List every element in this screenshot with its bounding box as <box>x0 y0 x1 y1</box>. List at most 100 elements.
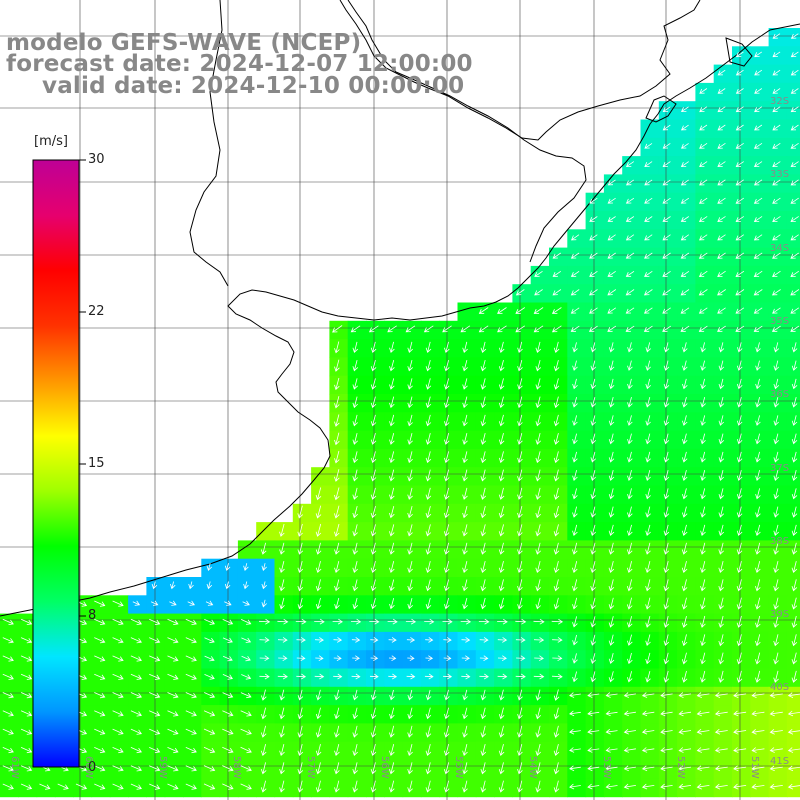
wind-speed-cell <box>439 741 459 761</box>
wind-arrow <box>645 396 651 408</box>
wind-arrow <box>425 341 432 354</box>
wind-arrow <box>553 707 560 720</box>
wind-arrow <box>240 728 252 735</box>
wind-arrow <box>681 579 688 592</box>
wind-speed-cell <box>420 741 440 761</box>
wind-arrow <box>334 487 340 501</box>
wind-speed-cell <box>237 540 257 560</box>
wind-arrow <box>222 710 234 717</box>
wind-arrow <box>261 599 267 608</box>
wind-arrow <box>130 692 142 699</box>
wind-arrow <box>772 179 781 186</box>
wind-arrow <box>352 744 358 757</box>
wind-arrow <box>352 579 358 592</box>
wind-arrow <box>515 325 526 333</box>
wind-speed-cell <box>347 375 367 395</box>
wind-arrow <box>641 747 655 753</box>
wind-arrow <box>315 542 322 555</box>
wind-arrow <box>515 289 525 296</box>
wind-arrow <box>332 325 343 333</box>
wind-speed-cell <box>732 485 751 505</box>
wind-arrow <box>625 234 635 241</box>
wind-speed-cell <box>347 522 367 541</box>
wind-arrow <box>551 307 562 314</box>
wind-arrow <box>736 652 743 665</box>
wind-arrow <box>517 433 523 445</box>
wind-arrow <box>641 728 655 735</box>
wind-speed-cell <box>786 723 800 743</box>
wind-speed-cell <box>768 723 788 743</box>
wind-speed-cell <box>786 668 800 688</box>
wind-speed-cell <box>585 357 605 377</box>
wind-speed-cell <box>347 613 367 633</box>
wind-arrow <box>589 234 598 241</box>
wind-speed-cell <box>549 339 568 358</box>
wind-speed-cell <box>530 631 550 651</box>
wind-speed-cell <box>658 448 678 468</box>
wind-speed-cell <box>732 284 751 304</box>
wind-arrow <box>370 433 377 445</box>
wind-arrow <box>608 653 615 665</box>
wind-arrow <box>480 487 487 500</box>
wind-arrow <box>769 783 783 790</box>
wind-arrow <box>553 597 560 610</box>
wind-arrow <box>790 179 799 186</box>
wind-speed-cell <box>549 631 568 651</box>
wind-arrow <box>590 506 596 518</box>
wind-speed-cell <box>695 577 715 596</box>
wind-speed-cell <box>109 613 129 633</box>
wind-speed-cell <box>549 430 568 450</box>
wind-speed-cell <box>109 668 129 688</box>
wind-arrow <box>297 579 304 592</box>
wind-speed-cell <box>164 723 184 743</box>
wind-speed-cell <box>329 558 349 578</box>
wind-speed-cell <box>512 412 532 432</box>
wind-arrow <box>717 216 726 223</box>
wind-arrow <box>569 747 581 753</box>
wind-arrow <box>772 106 781 113</box>
wind-arrow <box>20 637 33 644</box>
wind-arrow <box>498 524 505 537</box>
wind-arrow <box>334 725 340 738</box>
wind-arrow <box>607 252 616 259</box>
wind-arrow <box>700 433 706 445</box>
wind-arrow <box>662 252 671 259</box>
wind-arrow <box>608 378 615 390</box>
wind-arrow <box>662 325 672 332</box>
wind-speed-cell <box>732 778 751 798</box>
wind-speed-cell <box>750 229 770 249</box>
wind-arrow <box>791 360 798 371</box>
longitude-label: 56W <box>379 756 390 779</box>
wind-speed-cell <box>347 558 367 578</box>
wind-arrow <box>754 124 763 131</box>
wind-speed-cell <box>640 211 660 230</box>
wind-speed-cell <box>512 631 532 651</box>
wind-arrow <box>681 506 688 518</box>
wind-arrow <box>572 433 578 445</box>
wind-arrow <box>222 765 234 772</box>
wind-speed-cell <box>201 631 221 651</box>
wind-arrow <box>751 710 765 717</box>
wind-arrow <box>535 378 541 390</box>
wind-arrow <box>389 469 395 482</box>
wind-arrow <box>755 634 761 647</box>
wind-arrow <box>553 505 560 519</box>
wind-arrow <box>479 655 489 662</box>
wind-arrow <box>425 396 432 409</box>
wind-arrow <box>389 359 395 372</box>
wind-speed-cell <box>786 705 800 724</box>
wind-arrow <box>700 652 706 665</box>
wind-speed-cell <box>475 357 495 377</box>
wind-speed-cell <box>530 650 550 670</box>
wind-speed-cell <box>585 723 605 743</box>
wind-arrow <box>462 707 468 720</box>
wind-speed-cell <box>695 284 715 304</box>
wind-speed-cell <box>732 101 751 121</box>
wind-arrow <box>535 542 541 555</box>
wind-arrow <box>517 725 523 738</box>
wind-speed-cell <box>549 760 568 779</box>
wind-arrow <box>334 689 340 701</box>
wind-arrow <box>535 451 541 464</box>
wind-arrow <box>627 396 633 408</box>
wind-arrow <box>700 342 706 353</box>
